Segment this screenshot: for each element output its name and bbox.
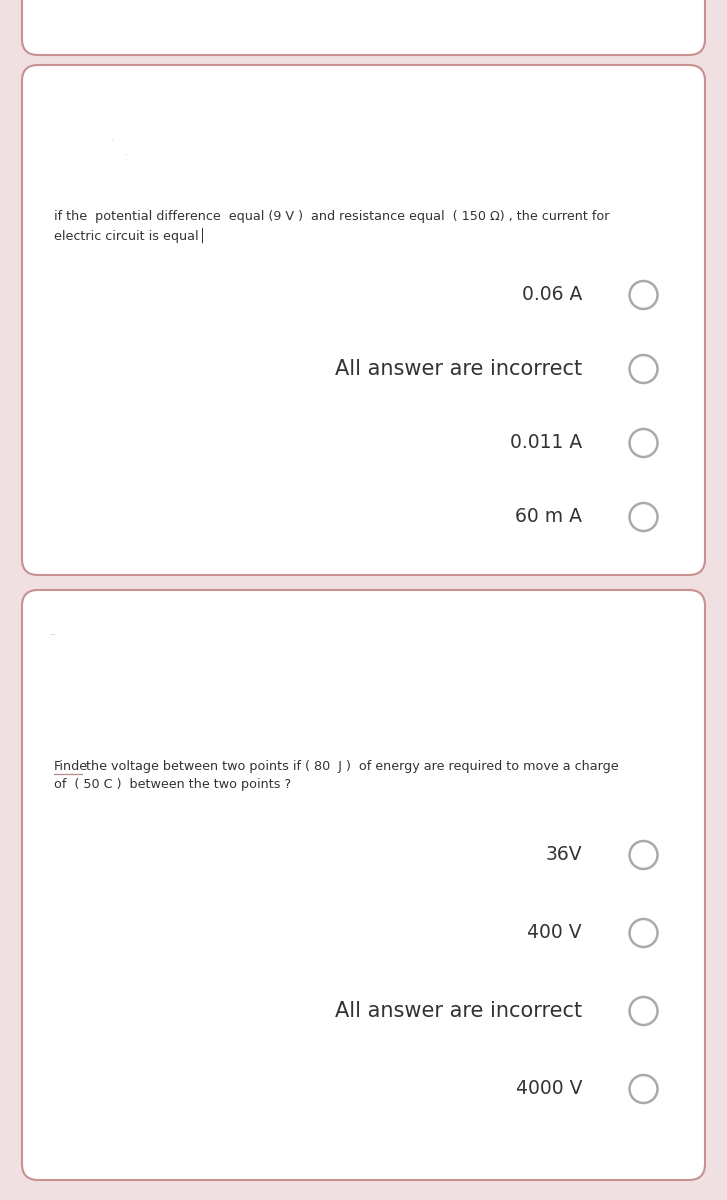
Text: 400 V: 400 V [527, 924, 582, 942]
FancyBboxPatch shape [22, 590, 705, 1180]
Text: 36V: 36V [545, 846, 582, 864]
Circle shape [630, 281, 657, 308]
Text: electric circuit is equal│: electric circuit is equal│ [54, 228, 206, 244]
Text: 0.06 A: 0.06 A [522, 286, 582, 305]
Text: All answer are incorrect: All answer are incorrect [335, 359, 582, 379]
Text: ·: · [111, 134, 113, 145]
Text: ¨: ¨ [50, 634, 56, 647]
Text: if the  potential difference  equal (9 V )  and resistance equal  ( 150 Ω) , the: if the potential difference equal (9 V )… [54, 210, 609, 223]
Circle shape [630, 997, 657, 1025]
Text: 0.011 A: 0.011 A [510, 433, 582, 452]
Circle shape [630, 355, 657, 383]
Circle shape [630, 503, 657, 530]
Text: of  ( 50 C )  between the two points ?: of ( 50 C ) between the two points ? [54, 778, 291, 791]
Circle shape [630, 919, 657, 947]
Text: the voltage between two points if ( 80  J )  of energy are required to move a ch: the voltage between two points if ( 80 J… [82, 760, 619, 773]
FancyBboxPatch shape [22, 65, 705, 575]
Text: ·: · [126, 150, 129, 160]
Circle shape [630, 1075, 657, 1103]
Text: All answer are incorrect: All answer are incorrect [335, 1001, 582, 1021]
FancyBboxPatch shape [22, 0, 705, 55]
Circle shape [630, 428, 657, 457]
Text: 60 m A: 60 m A [515, 508, 582, 527]
Text: Finde: Finde [54, 760, 88, 773]
Circle shape [630, 841, 657, 869]
Text: 4000 V: 4000 V [515, 1080, 582, 1098]
